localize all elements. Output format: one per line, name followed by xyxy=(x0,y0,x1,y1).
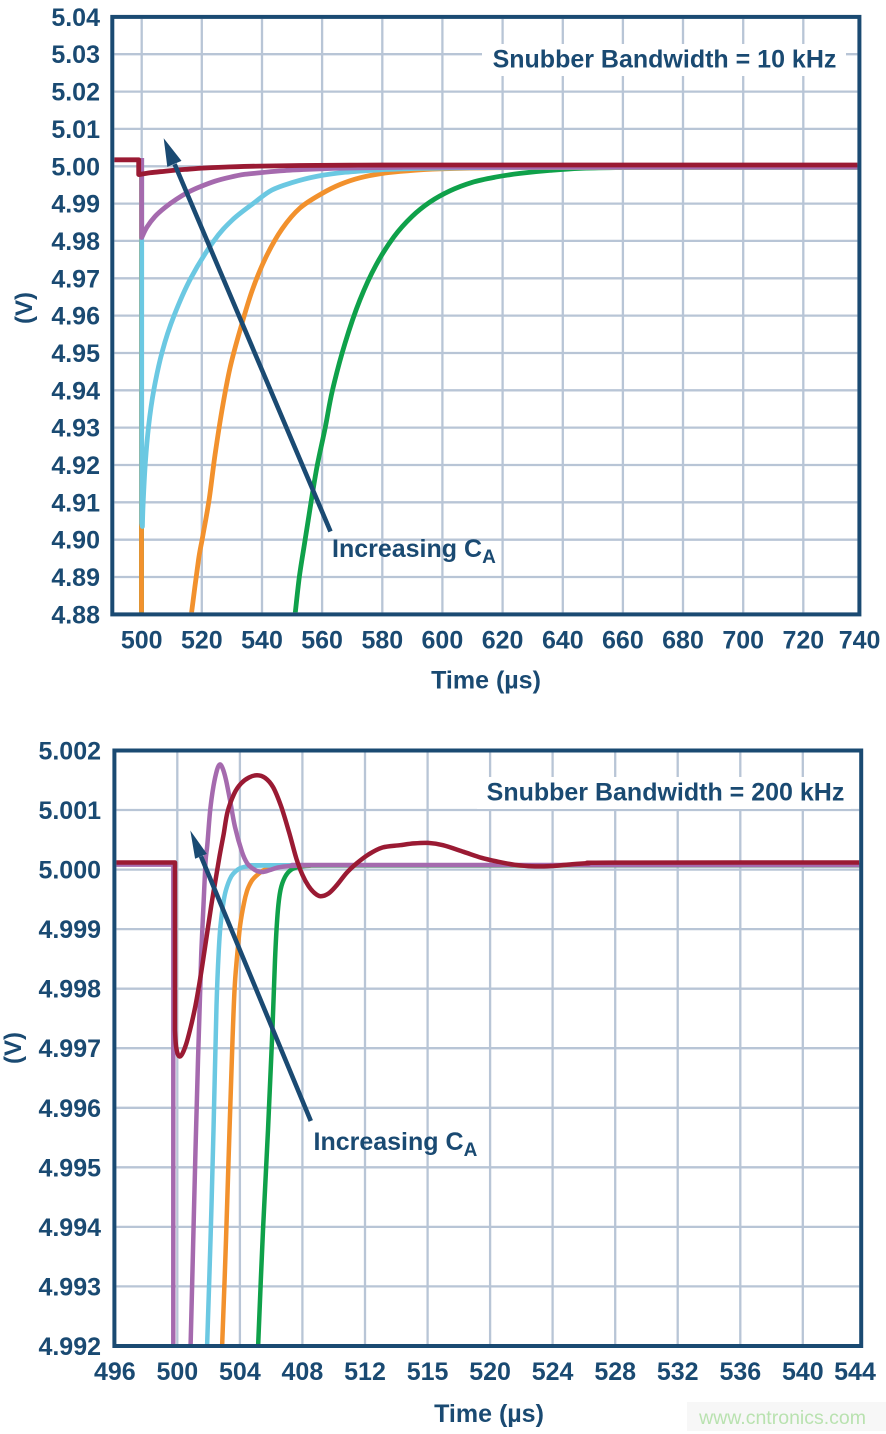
svg-text:4.94: 4.94 xyxy=(51,377,100,405)
svg-text:4.999: 4.999 xyxy=(38,916,101,944)
svg-text:4.96: 4.96 xyxy=(51,303,100,331)
svg-text:532: 532 xyxy=(657,1358,699,1386)
svg-text:560: 560 xyxy=(301,627,343,655)
svg-text:5.000: 5.000 xyxy=(38,857,101,885)
svg-text:5.02: 5.02 xyxy=(51,79,100,107)
svg-text:580: 580 xyxy=(361,627,403,655)
svg-text:(V): (V) xyxy=(0,1032,27,1064)
svg-text:512: 512 xyxy=(344,1358,386,1386)
svg-text:4.89: 4.89 xyxy=(51,564,100,592)
svg-text:536: 536 xyxy=(719,1358,761,1386)
svg-text:4.99: 4.99 xyxy=(51,191,100,219)
svg-text:5.03: 5.03 xyxy=(51,41,100,69)
svg-text:Snubber Bandwidth = 10 kHz: Snubber Bandwidth = 10 kHz xyxy=(493,46,837,74)
svg-text:660: 660 xyxy=(602,627,644,655)
svg-text:5.04: 5.04 xyxy=(51,4,100,32)
svg-text:524: 524 xyxy=(532,1358,574,1386)
svg-text:4.995: 4.995 xyxy=(38,1154,101,1182)
svg-text:720: 720 xyxy=(782,627,824,655)
svg-text:408: 408 xyxy=(282,1358,324,1386)
svg-text:680: 680 xyxy=(662,627,704,655)
svg-text:5.01: 5.01 xyxy=(51,116,100,144)
svg-text:700: 700 xyxy=(722,627,764,655)
svg-text:4.88: 4.88 xyxy=(51,601,100,629)
svg-text:4.994: 4.994 xyxy=(38,1214,101,1242)
svg-text:640: 640 xyxy=(542,627,584,655)
svg-text:528: 528 xyxy=(594,1358,636,1386)
svg-text:4.95: 4.95 xyxy=(51,340,100,368)
svg-text:4.91: 4.91 xyxy=(51,489,100,517)
svg-text:500: 500 xyxy=(121,627,163,655)
svg-text:5.001: 5.001 xyxy=(38,797,101,825)
svg-text:4.998: 4.998 xyxy=(38,976,101,1004)
svg-text:520: 520 xyxy=(181,627,223,655)
svg-text:Snubber Bandwidth = 200 kHz: Snubber Bandwidth = 200 kHz xyxy=(487,779,845,807)
svg-text:(V): (V) xyxy=(11,292,38,324)
svg-text:620: 620 xyxy=(482,627,524,655)
svg-text:515: 515 xyxy=(407,1358,449,1386)
svg-text:4.90: 4.90 xyxy=(51,527,100,555)
svg-text:500: 500 xyxy=(156,1358,198,1386)
svg-text:540: 540 xyxy=(241,627,283,655)
svg-text:4.996: 4.996 xyxy=(38,1095,101,1123)
svg-text:740: 740 xyxy=(839,627,881,655)
svg-text:4.98: 4.98 xyxy=(51,228,100,256)
svg-text:4.997: 4.997 xyxy=(38,1035,101,1063)
svg-text:540: 540 xyxy=(782,1358,824,1386)
svg-text:4.92: 4.92 xyxy=(51,452,100,480)
svg-text:4.93: 4.93 xyxy=(51,415,100,443)
svg-text:600: 600 xyxy=(422,627,464,655)
svg-text:496: 496 xyxy=(94,1358,136,1386)
svg-text:4.97: 4.97 xyxy=(51,265,100,293)
svg-text:4.993: 4.993 xyxy=(38,1273,101,1301)
svg-text:5.002: 5.002 xyxy=(38,738,101,766)
svg-text:4.992: 4.992 xyxy=(38,1333,101,1361)
svg-text:Time (µs): Time (µs) xyxy=(434,1400,544,1428)
svg-text:544: 544 xyxy=(834,1358,876,1386)
svg-text:504: 504 xyxy=(219,1358,261,1386)
svg-text:520: 520 xyxy=(469,1358,511,1386)
svg-text:Increasing CA: Increasing CA xyxy=(332,535,496,568)
svg-text:5.00: 5.00 xyxy=(51,153,100,181)
svg-text:Increasing CA: Increasing CA xyxy=(314,1128,478,1161)
svg-text:www.cntronics.com: www.cntronics.com xyxy=(698,1407,866,1429)
svg-text:Time (µs): Time (µs) xyxy=(431,667,541,695)
